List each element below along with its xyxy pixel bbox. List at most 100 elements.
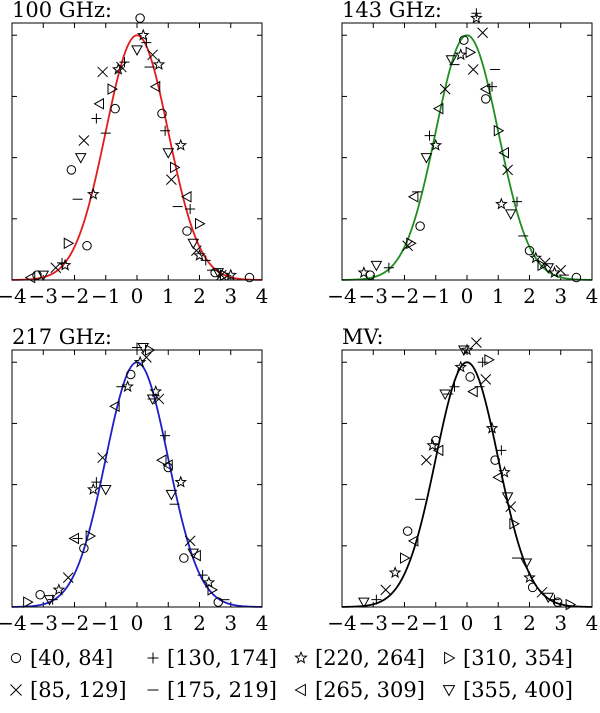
x-tick-label: −3 bbox=[359, 284, 388, 308]
data-point bbox=[477, 357, 488, 368]
data-point bbox=[187, 548, 200, 560]
data-point bbox=[110, 103, 120, 114]
legend-label: [355, 400] bbox=[463, 678, 573, 702]
data-point bbox=[358, 597, 370, 609]
x-tick-label: 0 bbox=[131, 611, 144, 635]
data-point bbox=[109, 400, 120, 413]
data-point bbox=[406, 237, 417, 250]
data-point bbox=[536, 586, 548, 598]
series-tri-right bbox=[23, 344, 219, 608]
x-tick-label: 3 bbox=[554, 611, 567, 635]
data-point bbox=[487, 81, 497, 92]
data-point bbox=[459, 35, 469, 45]
data-point bbox=[170, 161, 181, 174]
data-point bbox=[162, 148, 175, 159]
data-point bbox=[429, 138, 443, 151]
data-point bbox=[43, 595, 56, 606]
data-point bbox=[147, 49, 158, 61]
data-point bbox=[490, 455, 500, 465]
x-tick-label: 4 bbox=[256, 284, 269, 308]
x-tick-label: 1 bbox=[162, 284, 175, 308]
data-point bbox=[66, 165, 77, 175]
data-point bbox=[439, 389, 451, 401]
gaussian-fit-line bbox=[341, 361, 593, 608]
data-point bbox=[467, 64, 479, 75]
data-point bbox=[195, 217, 206, 230]
data-point bbox=[50, 262, 62, 274]
data-point bbox=[415, 221, 425, 231]
data-point bbox=[152, 57, 166, 70]
data-point bbox=[157, 108, 167, 119]
data-point bbox=[465, 46, 477, 59]
data-point bbox=[388, 566, 402, 579]
data-point bbox=[99, 485, 112, 496]
x-tick-label: −1 bbox=[421, 611, 450, 635]
x-tick-label: 2 bbox=[523, 284, 536, 308]
legend-marker bbox=[294, 650, 308, 664]
data-point bbox=[512, 196, 522, 207]
legend-item: [85, 129] bbox=[10, 678, 127, 702]
data-point bbox=[97, 452, 108, 464]
x-tick-label: −4 bbox=[327, 284, 356, 308]
data-point bbox=[549, 594, 560, 605]
series-star bbox=[388, 343, 536, 584]
panel-3: 217 GHz: −4 −3 −2 −1 0 1 2 3 4 bbox=[0, 325, 268, 635]
x-tick-label: 4 bbox=[586, 611, 599, 635]
data-point bbox=[179, 553, 189, 563]
legend-marker bbox=[10, 652, 22, 664]
series-x bbox=[380, 337, 548, 598]
data-point bbox=[421, 454, 432, 466]
gaussian-fit-line bbox=[11, 34, 263, 281]
data-point bbox=[481, 94, 491, 104]
data-point bbox=[467, 385, 478, 398]
data-point bbox=[548, 266, 561, 279]
data-point bbox=[180, 190, 192, 203]
series-star bbox=[58, 28, 238, 281]
data-point bbox=[555, 264, 567, 276]
data-point bbox=[432, 102, 444, 115]
data-point bbox=[424, 130, 435, 141]
data-point bbox=[460, 343, 474, 356]
series-x bbox=[402, 27, 567, 276]
x-tick-label: 1 bbox=[162, 611, 175, 635]
x-tick-label: −2 bbox=[390, 611, 419, 635]
data-point bbox=[174, 475, 188, 488]
data-point bbox=[471, 337, 482, 349]
data-point bbox=[479, 83, 491, 95]
series-circle bbox=[365, 35, 582, 283]
data-point bbox=[200, 255, 211, 266]
data-point bbox=[524, 245, 535, 256]
data-point bbox=[454, 48, 468, 61]
data-point bbox=[449, 381, 460, 392]
series-circle bbox=[32, 13, 255, 283]
legend-marker bbox=[147, 652, 159, 664]
data-point bbox=[426, 438, 439, 451]
gaussian-fit-line bbox=[11, 361, 263, 608]
data-point bbox=[187, 238, 200, 250]
data-point bbox=[35, 590, 45, 600]
data-point bbox=[505, 501, 517, 513]
data-point bbox=[571, 272, 582, 283]
legend-label: [40, 84] bbox=[30, 646, 113, 670]
data-point bbox=[357, 266, 371, 279]
data-point bbox=[185, 204, 196, 215]
x-tick-label: 0 bbox=[461, 611, 474, 635]
data-point bbox=[74, 153, 87, 164]
data-point bbox=[162, 459, 173, 471]
series-tri-right bbox=[63, 83, 231, 281]
data-point bbox=[529, 251, 543, 264]
legend-item: [175, 219] bbox=[147, 678, 277, 702]
data-point bbox=[498, 146, 509, 159]
axes-frame bbox=[11, 22, 263, 281]
data-point bbox=[485, 421, 499, 434]
data-point bbox=[197, 570, 208, 581]
legend-marker bbox=[442, 685, 456, 697]
data-point bbox=[133, 355, 147, 368]
data-point bbox=[32, 270, 42, 280]
data-point bbox=[216, 269, 227, 281]
x-tick-label: 4 bbox=[586, 284, 599, 308]
data-point bbox=[539, 257, 551, 269]
series-minus bbox=[415, 386, 522, 559]
data-point bbox=[383, 262, 394, 273]
